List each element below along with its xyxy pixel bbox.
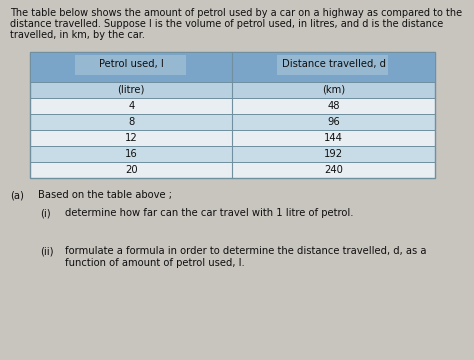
Text: 48: 48 bbox=[328, 101, 340, 111]
Text: (a): (a) bbox=[10, 190, 24, 200]
Bar bbox=[233, 146, 435, 162]
Text: determine how far can the car travel with 1 litre of petrol.: determine how far can the car travel wit… bbox=[65, 208, 354, 218]
Bar bbox=[277, 55, 388, 75]
Text: Distance travelled, d: Distance travelled, d bbox=[282, 59, 386, 69]
Text: Petrol used, l: Petrol used, l bbox=[99, 59, 164, 69]
Text: (litre): (litre) bbox=[118, 85, 145, 95]
Bar bbox=[30, 162, 233, 178]
Bar bbox=[30, 52, 435, 178]
Text: 20: 20 bbox=[125, 165, 137, 175]
Text: travelled, in km, by the car.: travelled, in km, by the car. bbox=[10, 30, 145, 40]
Bar bbox=[74, 55, 186, 75]
Text: 12: 12 bbox=[125, 133, 137, 143]
Bar bbox=[233, 114, 435, 130]
Bar bbox=[233, 162, 435, 178]
Bar bbox=[30, 52, 233, 82]
Text: 4: 4 bbox=[128, 101, 134, 111]
Bar bbox=[30, 146, 233, 162]
Text: formulate a formula in order to determine the distance travelled, d, as a: formulate a formula in order to determin… bbox=[65, 246, 427, 256]
Bar bbox=[233, 130, 435, 146]
Text: 240: 240 bbox=[324, 165, 343, 175]
Bar bbox=[30, 114, 233, 130]
Bar bbox=[233, 98, 435, 114]
Bar bbox=[233, 52, 435, 82]
Bar bbox=[30, 82, 233, 98]
Text: 144: 144 bbox=[324, 133, 343, 143]
Bar bbox=[233, 82, 435, 98]
Text: (ii): (ii) bbox=[40, 246, 54, 256]
Text: function of amount of petrol used, l.: function of amount of petrol used, l. bbox=[65, 258, 245, 268]
Bar bbox=[30, 130, 233, 146]
Text: 8: 8 bbox=[128, 117, 134, 127]
Text: (i): (i) bbox=[40, 208, 51, 218]
Text: distance travelled. Suppose l is the volume of petrol used, in litres, and d is : distance travelled. Suppose l is the vol… bbox=[10, 19, 443, 29]
Text: 96: 96 bbox=[328, 117, 340, 127]
Text: The table below shows the amount of petrol used by a car on a highway as compare: The table below shows the amount of petr… bbox=[10, 8, 462, 18]
Text: (km): (km) bbox=[322, 85, 346, 95]
Bar bbox=[30, 98, 233, 114]
Text: Based on the table above ;: Based on the table above ; bbox=[38, 190, 172, 200]
Text: 192: 192 bbox=[324, 149, 343, 159]
Text: 16: 16 bbox=[125, 149, 137, 159]
